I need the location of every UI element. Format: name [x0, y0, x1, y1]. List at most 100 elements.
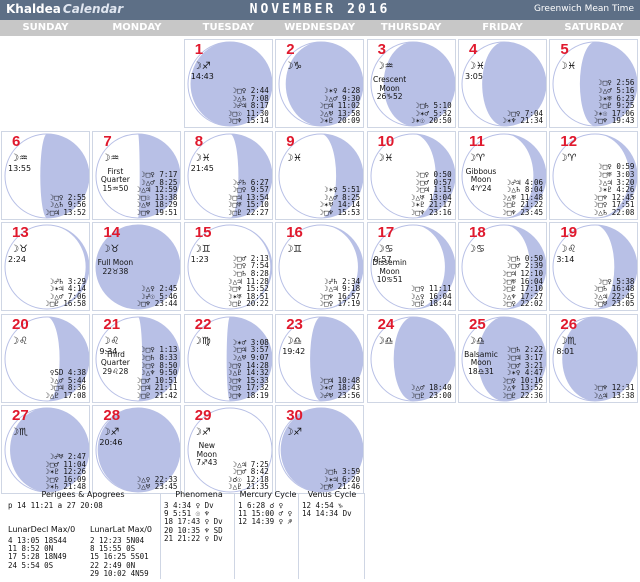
moon-sign: ☽♒	[375, 61, 394, 72]
footer-row: 12 14:39 ♀ ♐	[238, 517, 293, 527]
aspect-row: ☽□♀ 0:59	[598, 162, 635, 172]
moon-sign: ☽♐	[192, 427, 211, 438]
day-cell[interactable]: 16 ☽♊ ☽☍♄ 2:34 ☽△♃ 9:18 ☽□♆ 16:57 ☽□♀ 17:19	[275, 222, 365, 311]
day-cell[interactable]: 5 ☽♓ ☽□♀ 2:56 ☽△♂ 5:16 ☽✶♅ 6:23 ☽□♇ 9:25 ☽✶☉ 1…	[549, 39, 639, 128]
aspect-list: ☽☍♄ 6:27 ☽□♀ 9:57 ☽□♃ 13:54 ☽□♅ 15:10 ☽□♇ 22…	[228, 178, 269, 217]
day-cell[interactable]: 9 ☽♓ ☽✶♀ 5:51 ☽△♂ 8:25 ☽✶♅ 14:14 ☽□♆ 15:53	[275, 130, 365, 220]
day-cell[interactable]: 3 ☽♒ Crescent Moon 26♑52 ☽□♄ 5:10 ☽✶♂ 5:32 ☽✶…	[366, 39, 456, 128]
aspect-row: ☽□♆ 23:44	[136, 299, 178, 309]
moon-sign: ☽♊	[284, 244, 303, 255]
aspect-row: ☽✶♇ 20:09	[319, 116, 361, 126]
aspect-row: ☽□♃ 1:15	[415, 185, 452, 195]
phase-label: Crescent Moon 26♑52	[373, 75, 407, 101]
aspect-row: ☽✶♂ 5:32	[415, 108, 452, 118]
day-cell[interactable]: 2 ☽♑ ☽✶♀ 4:28 ☽△♂ 9:30 ☽□♃ 11:02 ☽△♅ 13:58 ☽✶♇…	[275, 39, 365, 128]
aspect-row: ☽□☉ 13:38	[136, 192, 178, 202]
aspect-row: ☽□♀ 5:38	[598, 276, 635, 286]
day-cell[interactable]: 19 ☽♌ 3:14 ☽□♀ 5:38 ☽□♄ 16:48 ☽△♃ 22:45 ☽□♅ 23…	[549, 222, 639, 311]
day-cell[interactable]: 29 ☽♐ New Moon 7♐43 ☽△♃ 7:25 ☽□♂ 8:42 ☽☌☉ 12:…	[183, 405, 273, 494]
moon-sign: ☽♌	[101, 335, 120, 347]
aspect-row: ☽□♄ 8:28	[232, 269, 269, 279]
phase-label: New Moon 7♐43	[196, 441, 218, 467]
phase-label: Balsamic Moon 18♎31	[464, 349, 498, 376]
aspect-row: ☽☍♅ 23:56	[319, 390, 361, 400]
phenomena-title: Phenomena	[175, 490, 223, 499]
moon-ingress-time: 13:55	[8, 163, 32, 173]
day-cell[interactable]: 8 ☽♓ 21:45 ☽☍♄ 6:27 ☽□♀ 9:57 ☽□♃ 13:54 ☽□♅ 15:…	[183, 130, 273, 220]
day-cell[interactable]: 21 ☽♌ 9:34 Third Quarter 29♌28 ☽□♀ 1:13 ☽□♄ 8…	[92, 313, 182, 403]
day-cell[interactable]: 30 ☽♐ ☽□♄ 3:59 ☽✶♃ 6:20 ☽□♅ 21:46	[275, 405, 365, 494]
day-cell[interactable]: 14 ☽♉ Full Moon 22♉38 ☽△♀ 2:45 ☽☍☉ 5:46 ☽□♆ 2…	[92, 222, 182, 311]
moon-phase-icon	[461, 41, 546, 127]
moon-ingress-time: 3:14	[556, 255, 575, 264]
moon-phase-icon	[95, 407, 181, 493]
day-cell[interactable]: 27 ☽♏ ☽☍♅ 2:47 ☽□♂ 11:04 ☽✶♇ 12:26 ☽□♀ 16:09 ☽…	[1, 405, 90, 494]
aspect-list: ☽☍♃ 4:06 ☽△♄ 8:04 ☽△♅ 11:48 ☽□♇ 21:22 ☽□♆ 23…	[502, 178, 543, 217]
aspect-list: ☽□♂ 2:13 ☽□♀ 7:54 ☽□♄ 8:28 ☽△♃ 11:28 ☽□♆ 15:…	[228, 255, 269, 308]
aspect-row: ☽□♀ 11:11	[410, 284, 452, 294]
day-cell[interactable]: 10 ☽♓ ☽□♀ 0:50 ☽□♂ 0:57 ☽□♃ 1:15 ☽△♅ 13:04 ☽✶♇…	[366, 130, 456, 220]
day-cell[interactable]: 11 ☽♈ Gibbous Moon 4♈24 ☽☍♃ 4:06 ☽△♄ 8:04 ☽△♅…	[458, 130, 547, 220]
moon-sign: ☽♋	[467, 244, 485, 255]
day-cell[interactable]: 23 ☽♎ 19:42 ☽□♃ 10:48 ☽✶♂ 18:43 ☽☍♅ 23:56	[275, 313, 365, 403]
aspect-list: ☽□♀ 2:44 ☽△♄ 7:08 ☽☍♃ 8:17 ☽□☉ 11:30 ☽□♆ 15:…	[228, 87, 269, 125]
weekday-label: WEDNESDAY	[284, 22, 356, 33]
day-number: 1	[194, 41, 204, 58]
moon-sign: ☽♒	[101, 152, 120, 164]
day-cell[interactable]: 15 ☽♊ 1:23 ☽□♂ 2:13 ☽□♀ 7:54 ☽□♄ 8:28 ☽△♃ 11:2…	[183, 222, 273, 311]
footer-row: 9 5:51 ☉ ♆	[164, 509, 210, 519]
aspect-row: ☽□♀ 0:50	[415, 169, 452, 179]
day-cell[interactable]: 22 ☽♍ ☽✶♂ 3:08 ☽□♃ 3:57 ☽△♅ 9:07 ☽□♀ 14:28 ☽△♇…	[183, 313, 273, 403]
aspect-list: ☽△♀ 22:33 ☽△♅ 23:45	[137, 476, 178, 491]
aspect-row: ☽△♃ 12:59	[136, 185, 178, 195]
day-cell[interactable]: 28 ☽♐ 20:46 ☽△♀ 22:33 ☽△♅ 23:45	[92, 405, 182, 494]
day-cell[interactable]: 12 ☽♈ ☽□♀ 0:59 ☽□♅ 3:03 ☽△♃ 3:20 ☽✶♇ 4:26 ☽□♆ …	[549, 130, 639, 220]
aspect-row: ☽△♀ 16:04	[410, 291, 452, 301]
aspect-row: ☽□♂ 11:04	[45, 459, 86, 469]
day-cell[interactable]: 26 ☽♏ 8:01 ☽□♆ 12:31 ☽△♃ 13:38	[549, 313, 639, 403]
aspect-row: ☽□♀ 8:50	[141, 360, 178, 370]
moon-phase-icon	[187, 407, 272, 493]
aspect-row: ☽☍♄ 3:29	[49, 276, 86, 286]
moon-phase-icon	[4, 133, 89, 218]
aspect-row: ☽△♂ 8:25	[141, 177, 178, 187]
aspect-row: ☽□♆ 23:45	[502, 207, 543, 217]
day-cell[interactable]: 17 ☽♋ 0:57 Dissemin Moon 10♋51 ☽□♀ 11:11 ☽△♀ …	[366, 222, 456, 311]
day-cell[interactable]: 7 ☽♒ First Quarter 15♒50 ☽□♀ 7:17 ☽△♂ 8:25 ☽△…	[92, 130, 182, 220]
aspect-row: ☽✶♃ 6:20	[324, 474, 361, 484]
footer-row: 24 5:54 0S	[8, 560, 54, 570]
day-cell[interactable]: 25 ☽♎ Balsamic Moon 18♎31 ☽□♄ 2:22 ☽□♃ 3:17 ☽…	[458, 313, 547, 403]
aspect-row: ☽△♃ 22:45	[593, 291, 635, 301]
aspect-row: ☽□♀ 2:44	[232, 86, 269, 96]
aspect-row: ☽✶♂ 18:43	[319, 383, 361, 393]
aspect-row: ☽☍♄ 2:34	[324, 276, 361, 286]
weekday-label: THURSDAY	[380, 22, 442, 33]
day-cell[interactable]: 24 ☽♎ ☽△♂ 18:40 ☽□♇ 23:00	[366, 313, 456, 403]
weekday-label: MONDAY	[112, 22, 162, 33]
aspect-row: ☽☍♅ 2:47	[49, 452, 86, 462]
brand-logo[interactable]: Khaldea Calendar	[6, 2, 123, 16]
day-cell[interactable]: 18 ☽♋ ☽□♄ 0:50 ☽□♂ 2:39 ☽□♃ 12:10 ☽□♅ 16:04 ☽□…	[458, 222, 547, 311]
moon-phase-icon	[461, 133, 546, 218]
aspect-row: ☽△♆ 9:50	[141, 368, 178, 378]
moon-phase-icon	[278, 407, 364, 493]
aspect-row: ☽✶☉ 20:50	[410, 116, 452, 126]
moon-phase-icon	[187, 316, 272, 401]
footer-row: 29 10:02 4N59	[90, 568, 149, 578]
moon-phase-icon	[370, 133, 455, 218]
moon-sign: ☽♒	[10, 152, 28, 164]
footer-row: 2 12:23 5N04	[90, 536, 145, 545]
day-number: 11	[469, 132, 485, 150]
day-cell[interactable]: 13 ☽♉ 2:24 ☽☍♄ 3:29 ☽✶♃ 4:14 ☽△♂ 7:06 ☽□♇ 16:5…	[1, 222, 90, 311]
day-cell[interactable]: 6 ☽♒ 13:55 ☽□♀ 2:55 ☽△♄ 9:56 ☽□♃ 13:52	[1, 130, 90, 220]
aspect-list: ☽✶♀ 4:28 ☽△♂ 9:30 ☽□♃ 11:02 ☽△♅ 13:58 ☽✶♇ 20…	[320, 87, 361, 125]
day-cell[interactable]: 4 ☽♓ 3:05 ☽□♀ 7:04 ☽✶♆ 21:34	[458, 39, 547, 128]
aspect-row: ☽□♅ 21:46	[319, 482, 361, 492]
day-cell[interactable]: 1 ☽♐ 14:43 ☽□♀ 2:44 ☽△♄ 7:08 ☽☍♃ 8:17 ☽□☉ 11:3…	[183, 39, 273, 128]
aspect-row: ☽△♅ 18:29	[136, 200, 178, 210]
moon-sign: ☽♓	[375, 152, 394, 164]
aspect-row: ☽□♀ 9:57	[232, 185, 269, 195]
aspect-row: ☽✶☉ 17:06	[593, 108, 635, 118]
aspect-row: ☽□♃ 10:48	[319, 375, 361, 385]
day-cell[interactable]: 20 ☽♌ ♀SD 4:38 ☽△♂ 5:44 ☽□♃ 8:36 ☽△♇ 17:08	[1, 313, 90, 403]
